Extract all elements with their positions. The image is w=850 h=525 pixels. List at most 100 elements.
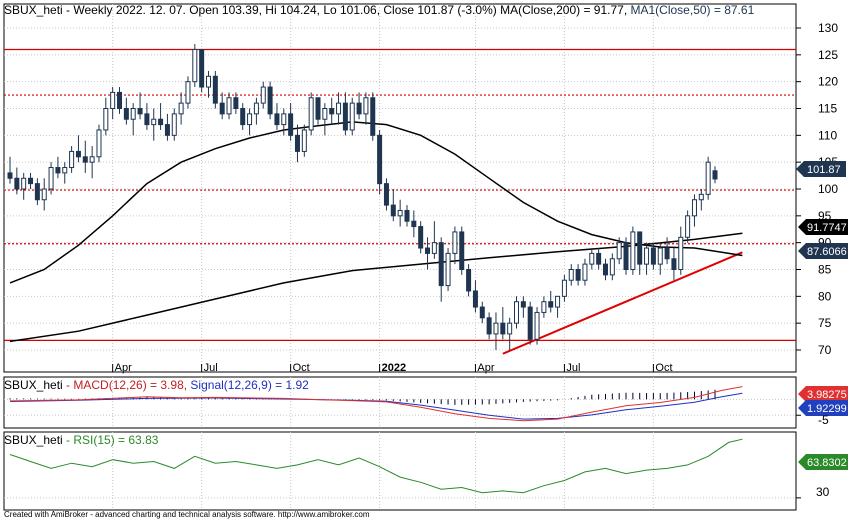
signal-line: [9, 392, 743, 420]
y-axis-tick-label: 115: [818, 101, 837, 115]
candle-body: [349, 102, 355, 131]
macd-panel-title: SBUX_heti - MACD(12,26) = 3.98, Signal(1…: [4, 378, 309, 392]
rsi-title-rsi: - RSI(15) = 63.83: [63, 433, 159, 447]
close-price-badge: 101.87: [796, 161, 846, 177]
candle-body: [390, 204, 396, 217]
candle-body: [28, 177, 34, 185]
candle-body: [21, 177, 27, 190]
x-axis-tick-label: Apr: [477, 362, 494, 374]
candle-body: [123, 107, 129, 120]
candle-body: [445, 252, 451, 287]
candle-body: [205, 75, 211, 88]
candle-body: [678, 236, 684, 270]
candle-body: [336, 102, 342, 115]
uptrend-line: [502, 251, 743, 355]
candle-body: [637, 231, 643, 265]
y-axis-tick-label: 75: [818, 316, 832, 330]
candle-body: [650, 247, 656, 265]
candle-body: [171, 113, 177, 136]
close-price-badge-label: 101.87: [807, 164, 841, 176]
candle-body: [623, 242, 629, 270]
price-panel-frame: [3, 3, 797, 373]
candle-body: [164, 124, 170, 136]
candle-body: [219, 102, 225, 115]
candle-body: [110, 91, 116, 109]
candle-body: [404, 209, 410, 222]
candle-body: [130, 107, 136, 120]
rsi-panel[interactable]: [3, 431, 801, 511]
candle-body: [260, 86, 266, 104]
candle-body: [158, 118, 164, 126]
ma50-badge: 87.6066: [798, 243, 848, 259]
candle-body: [383, 183, 389, 206]
y-axis-tick-label: 80: [818, 289, 832, 303]
candle-body: [267, 86, 273, 115]
candle-body: [685, 215, 691, 238]
price-title-symbol: SBUX_heti: [4, 3, 63, 17]
price-panel[interactable]: AprJulOct2022AprJulOct707580859095100105…: [3, 3, 838, 374]
candle-body: [582, 263, 588, 281]
candle-body: [370, 97, 376, 136]
rsi-panel-frame: [3, 431, 797, 511]
candle-body: [418, 226, 424, 249]
candle-body: [431, 242, 437, 254]
candle-body: [541, 301, 547, 313]
candle-body: [329, 107, 335, 115]
y-axis-tick-label: 130: [818, 21, 838, 35]
candle-body: [411, 220, 417, 228]
x-axis-tick-label: Oct: [655, 362, 672, 374]
macd-badge: 3.98275: [798, 386, 848, 402]
candle-body: [534, 311, 540, 340]
macd-badge-label: 3.98275: [807, 389, 847, 401]
x-axis-tick-label: Apr: [115, 362, 132, 374]
candle-body: [103, 107, 109, 131]
rsi-line: [9, 438, 743, 494]
macd-panel[interactable]: [3, 376, 801, 429]
candle-body: [644, 247, 650, 265]
candle-body: [500, 322, 506, 335]
candle-body: [602, 263, 608, 276]
candle-body: [137, 107, 143, 115]
candle-body: [69, 150, 75, 169]
rsi-badge-label: 63.8302: [807, 457, 847, 469]
candle-body: [75, 150, 81, 158]
candle-body: [192, 48, 198, 83]
signal-badge: 1.92299: [798, 400, 848, 416]
candle-body: [589, 252, 595, 265]
candle-body: [548, 301, 554, 308]
rsi-panel-title: SBUX_heti - RSI(15) = 63.83: [4, 433, 159, 447]
signal-badge-label: 1.92299: [807, 403, 847, 415]
candle-body: [247, 113, 253, 126]
candle-body: [281, 113, 287, 126]
macd-line: [9, 386, 743, 422]
candle-body: [397, 209, 403, 217]
x-axis-tick-label: Oct: [293, 362, 310, 374]
candle-body: [226, 97, 232, 115]
candle-body: [41, 188, 47, 201]
candle-body: [363, 97, 369, 115]
y-axis-tick-label: 110: [818, 128, 837, 142]
candle-body: [575, 268, 581, 281]
candle-body: [89, 156, 95, 163]
footer-credit: Created with AmiBroker - advanced charti…: [4, 510, 370, 519]
macd-title-macd: - MACD(12,26) = 3.98,: [63, 378, 187, 392]
candle-body: [507, 322, 513, 335]
macd-title-symbol: SBUX_heti: [4, 378, 63, 392]
candle-body: [342, 102, 348, 131]
candle-body: [561, 279, 567, 297]
candle-body: [568, 268, 574, 281]
candle-body: [356, 102, 362, 115]
rsi-axis-tick-label: 30: [816, 485, 830, 499]
price-title-ma50: MA1(Close,50) = 87.61: [627, 3, 754, 17]
macd-panel-frame: [3, 376, 797, 429]
candle-body: [712, 170, 718, 180]
candle-body: [691, 199, 697, 217]
candle-body: [288, 113, 294, 136]
candle-body: [199, 48, 205, 88]
candle-body: [55, 167, 61, 174]
candle-body: [493, 322, 499, 335]
candle-body: [609, 258, 615, 276]
rsi-badge: 63.8302: [798, 454, 848, 470]
